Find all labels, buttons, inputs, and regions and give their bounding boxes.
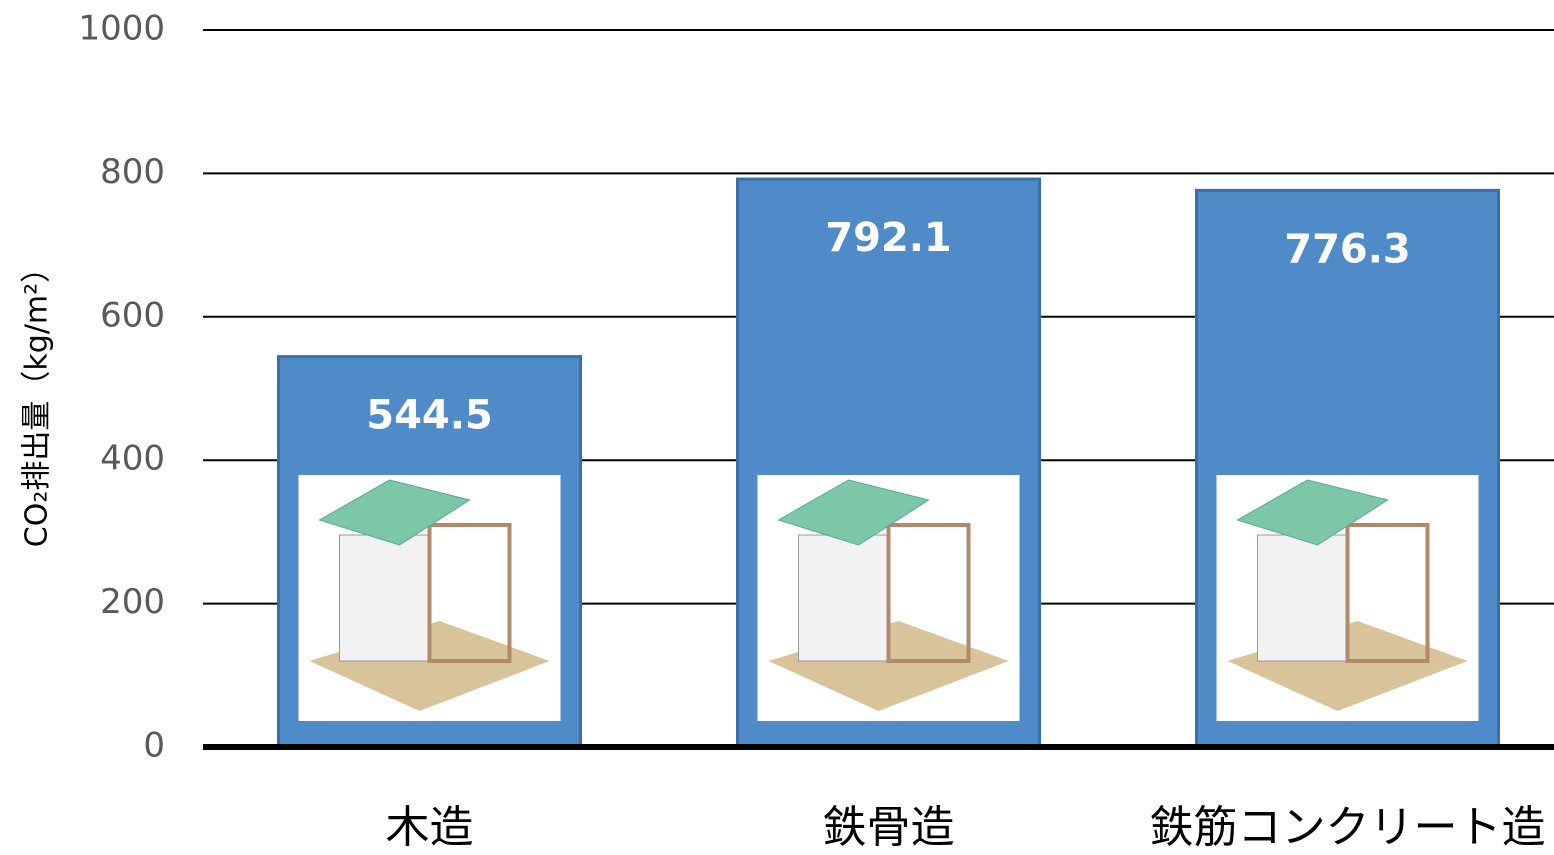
- building-illustration: [298, 475, 561, 721]
- value-label: 792.1: [825, 215, 952, 261]
- x-tick-label: 木造: [386, 802, 474, 853]
- building-illustration: [757, 475, 1020, 721]
- wall: [798, 534, 889, 662]
- roof: [318, 479, 471, 546]
- building-illustration: [1216, 475, 1479, 721]
- frame: [1345, 523, 1430, 663]
- y-tick-label: 800: [100, 152, 165, 192]
- y-tick-label: 400: [100, 439, 165, 479]
- frame: [427, 523, 512, 663]
- x-tick-label: 鉄筋コンクリート造: [1150, 802, 1546, 853]
- wall: [339, 534, 430, 662]
- wall: [1257, 534, 1348, 662]
- value-label: 776.3: [1284, 226, 1411, 272]
- y-tick-label: 600: [100, 295, 165, 335]
- roof: [777, 479, 930, 546]
- y-tick-label: 200: [100, 582, 165, 622]
- y-tick-label: 0: [143, 726, 165, 766]
- y-axis-label: CO₂排出量（kg/m²）: [20, 253, 55, 547]
- x-tick-label: 鉄骨造: [823, 802, 955, 853]
- value-label: 544.5: [366, 393, 493, 439]
- roof: [1236, 479, 1389, 546]
- frame: [886, 523, 971, 663]
- y-tick-label: 1000: [78, 9, 165, 49]
